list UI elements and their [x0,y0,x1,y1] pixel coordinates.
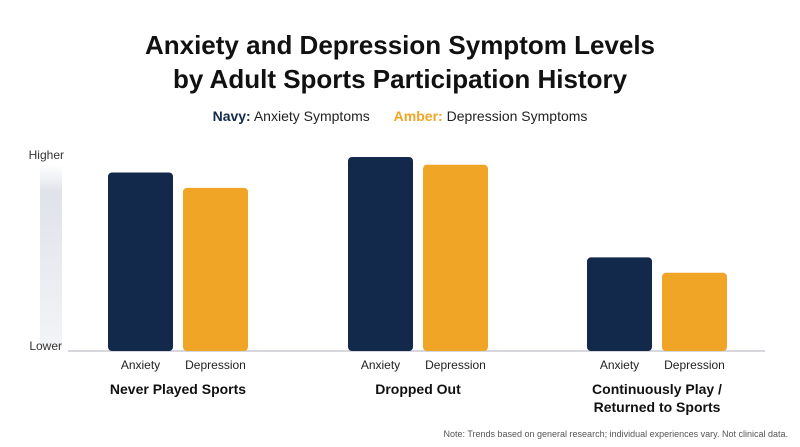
title-line-1: Anxiety and Depression Symptom Levels [144,30,656,60]
bar-depression-1 [183,187,248,351]
bar-depression-2 [423,164,488,351]
footnote: Note: Trends based on general research; … [443,429,788,439]
legend-label-depression: Depression Symptoms [446,108,588,124]
category-label-2: Dropped Out [375,381,461,397]
legend-item-anxiety: Navy: Anxiety Symptoms [213,108,370,124]
bar-anxiety-2 [348,157,413,351]
y-axis-label-higher: Higher [29,148,64,162]
bar-label-anxiety-2: Anxiety [361,358,400,372]
bar-label-depression-1: Depression [185,358,246,372]
chart-title: Anxiety and Depression Symptom Levels by… [0,28,800,96]
legend-key-depression: Amber: [393,108,443,124]
legend: Navy: Anxiety Symptoms Amber: Depression… [0,108,800,124]
bar-label-anxiety-3: Anxiety [600,358,639,372]
category-label-3: Continuously Play / [592,381,722,397]
bar-label-anxiety-1: Anxiety [121,358,160,372]
legend-label-anxiety: Anxiety Symptoms [253,108,370,124]
bar-label-depression-2: Depression [425,358,486,372]
bar-anxiety-3 [587,257,652,351]
bar-label-depression-3: Depression [664,358,725,372]
category-label-3-line-2: Returned to Sports [594,399,721,415]
y-axis-gradient [40,165,62,347]
legend-item-depression: Amber: Depression Symptoms [394,108,588,124]
bar-depression-3 [662,272,727,351]
y-axis-label-lower: Lower [29,339,62,353]
category-label-1: Never Played Sports [110,381,246,397]
title-line-2: by Adult Sports Participation History [172,64,628,94]
legend-key-anxiety: Navy: [212,108,251,124]
bar-anxiety-1 [108,172,173,351]
